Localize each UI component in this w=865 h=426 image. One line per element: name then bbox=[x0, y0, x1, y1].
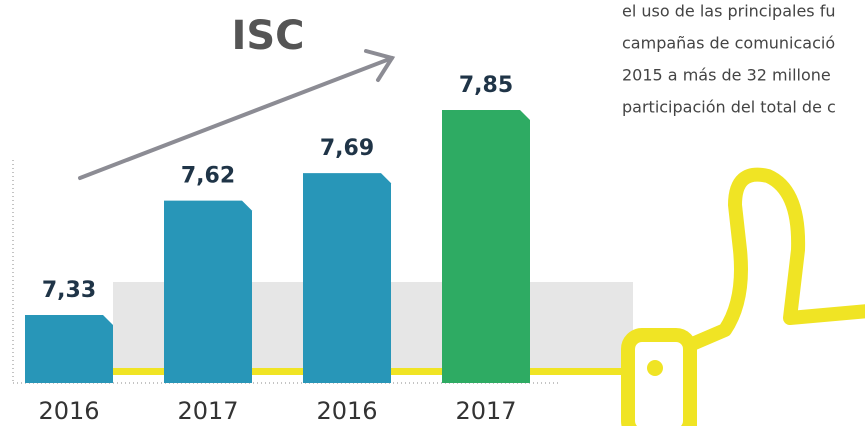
x-tick-label: 2017 bbox=[455, 397, 516, 425]
x-tick-label: 2016 bbox=[316, 397, 377, 425]
value-label: 7,85 bbox=[459, 73, 513, 98]
arrow bbox=[78, 49, 396, 180]
bar bbox=[442, 110, 530, 383]
annotation: 2015 a más de 32 millone bbox=[622, 66, 831, 85]
chart-title: ISC bbox=[231, 13, 304, 59]
bar bbox=[303, 173, 391, 383]
x-tick-label: 2016 bbox=[38, 397, 99, 425]
x-tick-label: 2017 bbox=[177, 397, 238, 425]
annotation: campañas de comunicació bbox=[622, 34, 835, 53]
value-label: 7,33 bbox=[42, 278, 96, 303]
value-label: 7,62 bbox=[181, 164, 235, 189]
bar bbox=[164, 200, 252, 383]
value-label: 7,69 bbox=[320, 136, 374, 161]
bar bbox=[25, 315, 113, 383]
annotation: el uso de las principales fu bbox=[622, 2, 836, 21]
annotation: participación del total de c bbox=[622, 98, 836, 117]
thumbs-up bbox=[621, 167, 865, 426]
